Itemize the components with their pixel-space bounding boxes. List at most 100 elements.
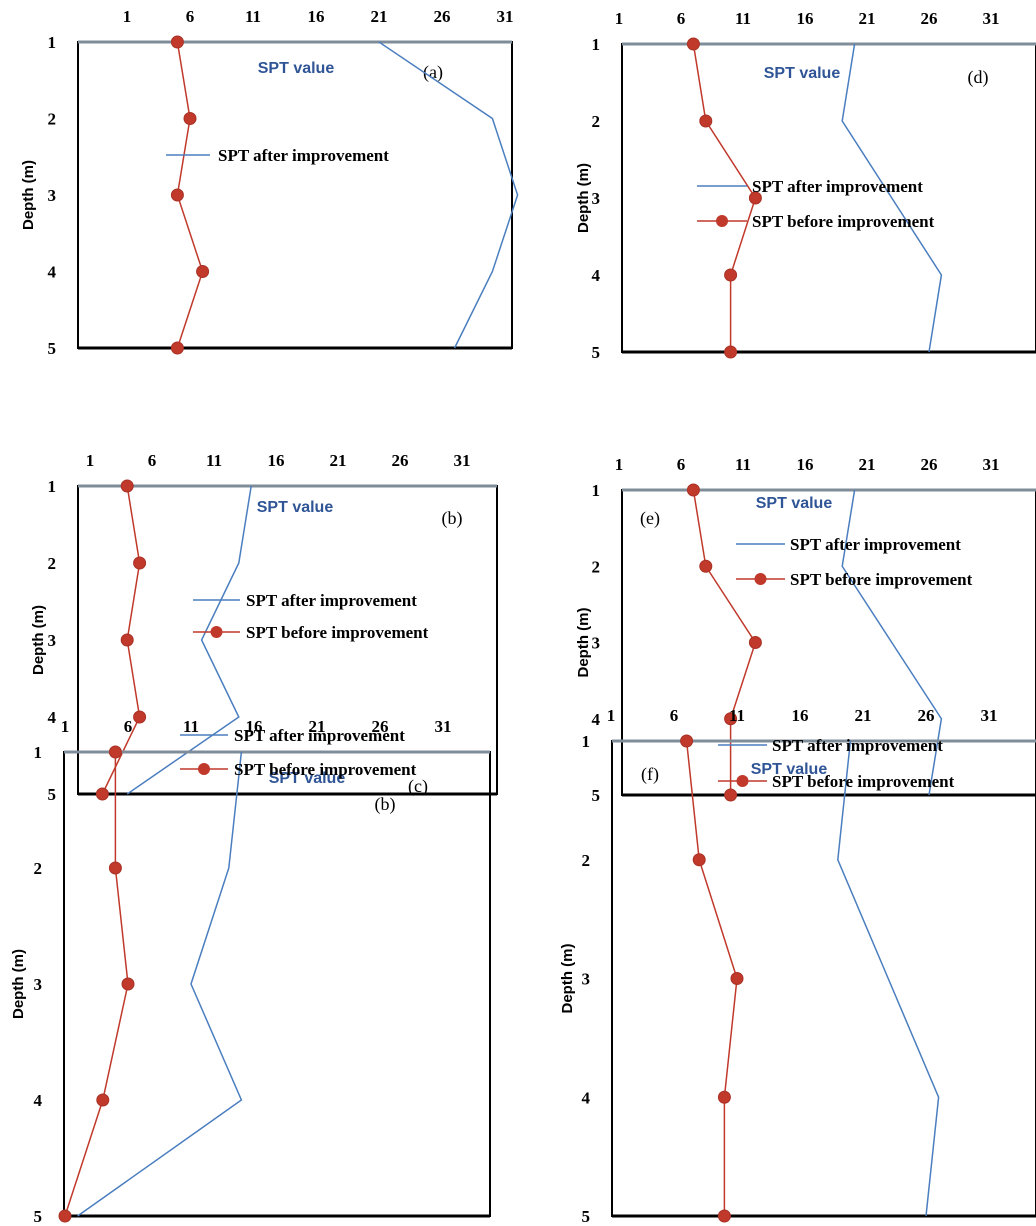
y-axis-label: Depth (m) — [575, 163, 592, 233]
x-tick-label: 6 — [677, 9, 686, 28]
x-tick-label: 1 — [615, 9, 624, 28]
x-tick-label: 21 — [371, 7, 388, 26]
x-axis-label: SPT value — [257, 499, 334, 516]
y-tick-label: 4 — [34, 1091, 43, 1110]
x-axis-label: SPT value — [756, 495, 833, 512]
y-tick-label: 2 — [592, 112, 601, 131]
x-tick-label: 21 — [855, 706, 872, 725]
data-point — [730, 972, 744, 985]
data-point — [686, 37, 700, 51]
data-point — [108, 745, 122, 759]
x-tick-label: 11 — [729, 706, 745, 725]
data-point — [680, 734, 694, 748]
series-line-after — [841, 43, 943, 353]
data-point — [95, 787, 109, 801]
y-tick-label: 3 — [592, 189, 601, 208]
data-point — [717, 1209, 731, 1223]
y-tick-label: 4 — [592, 710, 601, 729]
x-tick-label: 6 — [670, 706, 679, 725]
x-tick-label: 11 — [245, 7, 261, 26]
data-point — [724, 268, 738, 282]
data-point — [121, 977, 135, 991]
panel-label: (a) — [423, 62, 443, 83]
data-point — [724, 712, 738, 726]
x-tick-label: 26 — [372, 717, 389, 736]
x-axis-label: SPT value — [751, 761, 828, 778]
x-tick-label: 1 — [615, 455, 624, 474]
y-tick-label: 4 — [48, 708, 57, 727]
x-tick-label: 31 — [435, 717, 452, 736]
x-tick-label: 21 — [330, 451, 347, 470]
x-tick-label: 1 — [607, 706, 616, 725]
x-tick-label: 31 — [983, 9, 1000, 28]
x-tick-label: 6 — [186, 7, 195, 26]
x-axis-label: SPT value — [764, 65, 841, 82]
y-tick-label: 1 — [34, 743, 43, 762]
y-tick-label: 4 — [582, 1088, 591, 1107]
data-point — [58, 1209, 72, 1223]
y-tick-label: 1 — [48, 33, 57, 52]
x-tick-label: 6 — [148, 451, 157, 470]
data-point — [120, 633, 134, 647]
x-tick-label: 21 — [309, 717, 326, 736]
x-tick-label: 11 — [183, 717, 199, 736]
y-axis-label: Depth (m) — [20, 160, 37, 230]
x-tick-label: 16 — [308, 7, 325, 26]
data-point — [699, 114, 713, 128]
data-point — [748, 191, 762, 205]
x-tick-label: 31 — [983, 455, 1000, 474]
data-point — [108, 861, 122, 875]
x-tick-label: 6 — [677, 455, 686, 474]
data-point — [133, 556, 147, 570]
y-tick-label: 3 — [34, 975, 43, 994]
y-axis-label: Depth (m) — [559, 944, 576, 1014]
legend-label: SPT before improvement — [234, 760, 417, 779]
x-tick-label: 21 — [859, 9, 876, 28]
x-tick-label: 1 — [61, 717, 70, 736]
y-tick-label: 1 — [592, 35, 601, 54]
legend-label: SPT after improvement — [246, 591, 417, 610]
legend-swatch-marker — [210, 626, 223, 638]
x-tick-label: 26 — [434, 7, 451, 26]
y-tick-label: 1 — [48, 477, 57, 496]
series-line-before — [692, 43, 757, 352]
x-tick-label: 26 — [918, 706, 935, 725]
panel-label: (f) — [641, 764, 659, 785]
x-tick-label: 6 — [124, 717, 133, 736]
series-line-after — [77, 751, 243, 1217]
legend-swatch-marker — [736, 775, 749, 787]
data-point — [717, 1090, 731, 1104]
data-point — [748, 636, 762, 649]
legend-label: SPT before improvement — [752, 212, 935, 231]
y-tick-label: 4 — [592, 266, 601, 285]
x-tick-label: 26 — [921, 9, 938, 28]
data-point — [120, 479, 134, 493]
x-tick-label: 26 — [392, 451, 409, 470]
y-tick-label: 5 — [592, 343, 601, 362]
y-tick-label: 2 — [592, 557, 601, 576]
x-tick-label: 21 — [859, 455, 876, 474]
legend-swatch-marker — [754, 573, 767, 585]
y-tick-label: 5 — [582, 1207, 591, 1226]
x-tick-label: 31 — [497, 7, 514, 26]
x-tick-label: 16 — [792, 706, 809, 725]
series-line-before — [685, 740, 738, 1216]
x-tick-label: 16 — [797, 455, 814, 474]
legend-label: SPT before improvement — [772, 772, 955, 791]
panel-label: (c) — [408, 776, 428, 797]
series-line-after — [126, 485, 252, 795]
data-point — [96, 1093, 110, 1107]
y-tick-label: 2 — [48, 554, 57, 573]
series-line-after — [837, 740, 940, 1217]
legend-label: SPT before improvement — [790, 570, 973, 589]
y-tick-label: 5 — [34, 1207, 43, 1226]
series-line-before — [64, 752, 129, 1217]
x-tick-label: 16 — [797, 9, 814, 28]
data-point — [170, 35, 184, 49]
x-tick-label: 31 — [454, 451, 471, 470]
